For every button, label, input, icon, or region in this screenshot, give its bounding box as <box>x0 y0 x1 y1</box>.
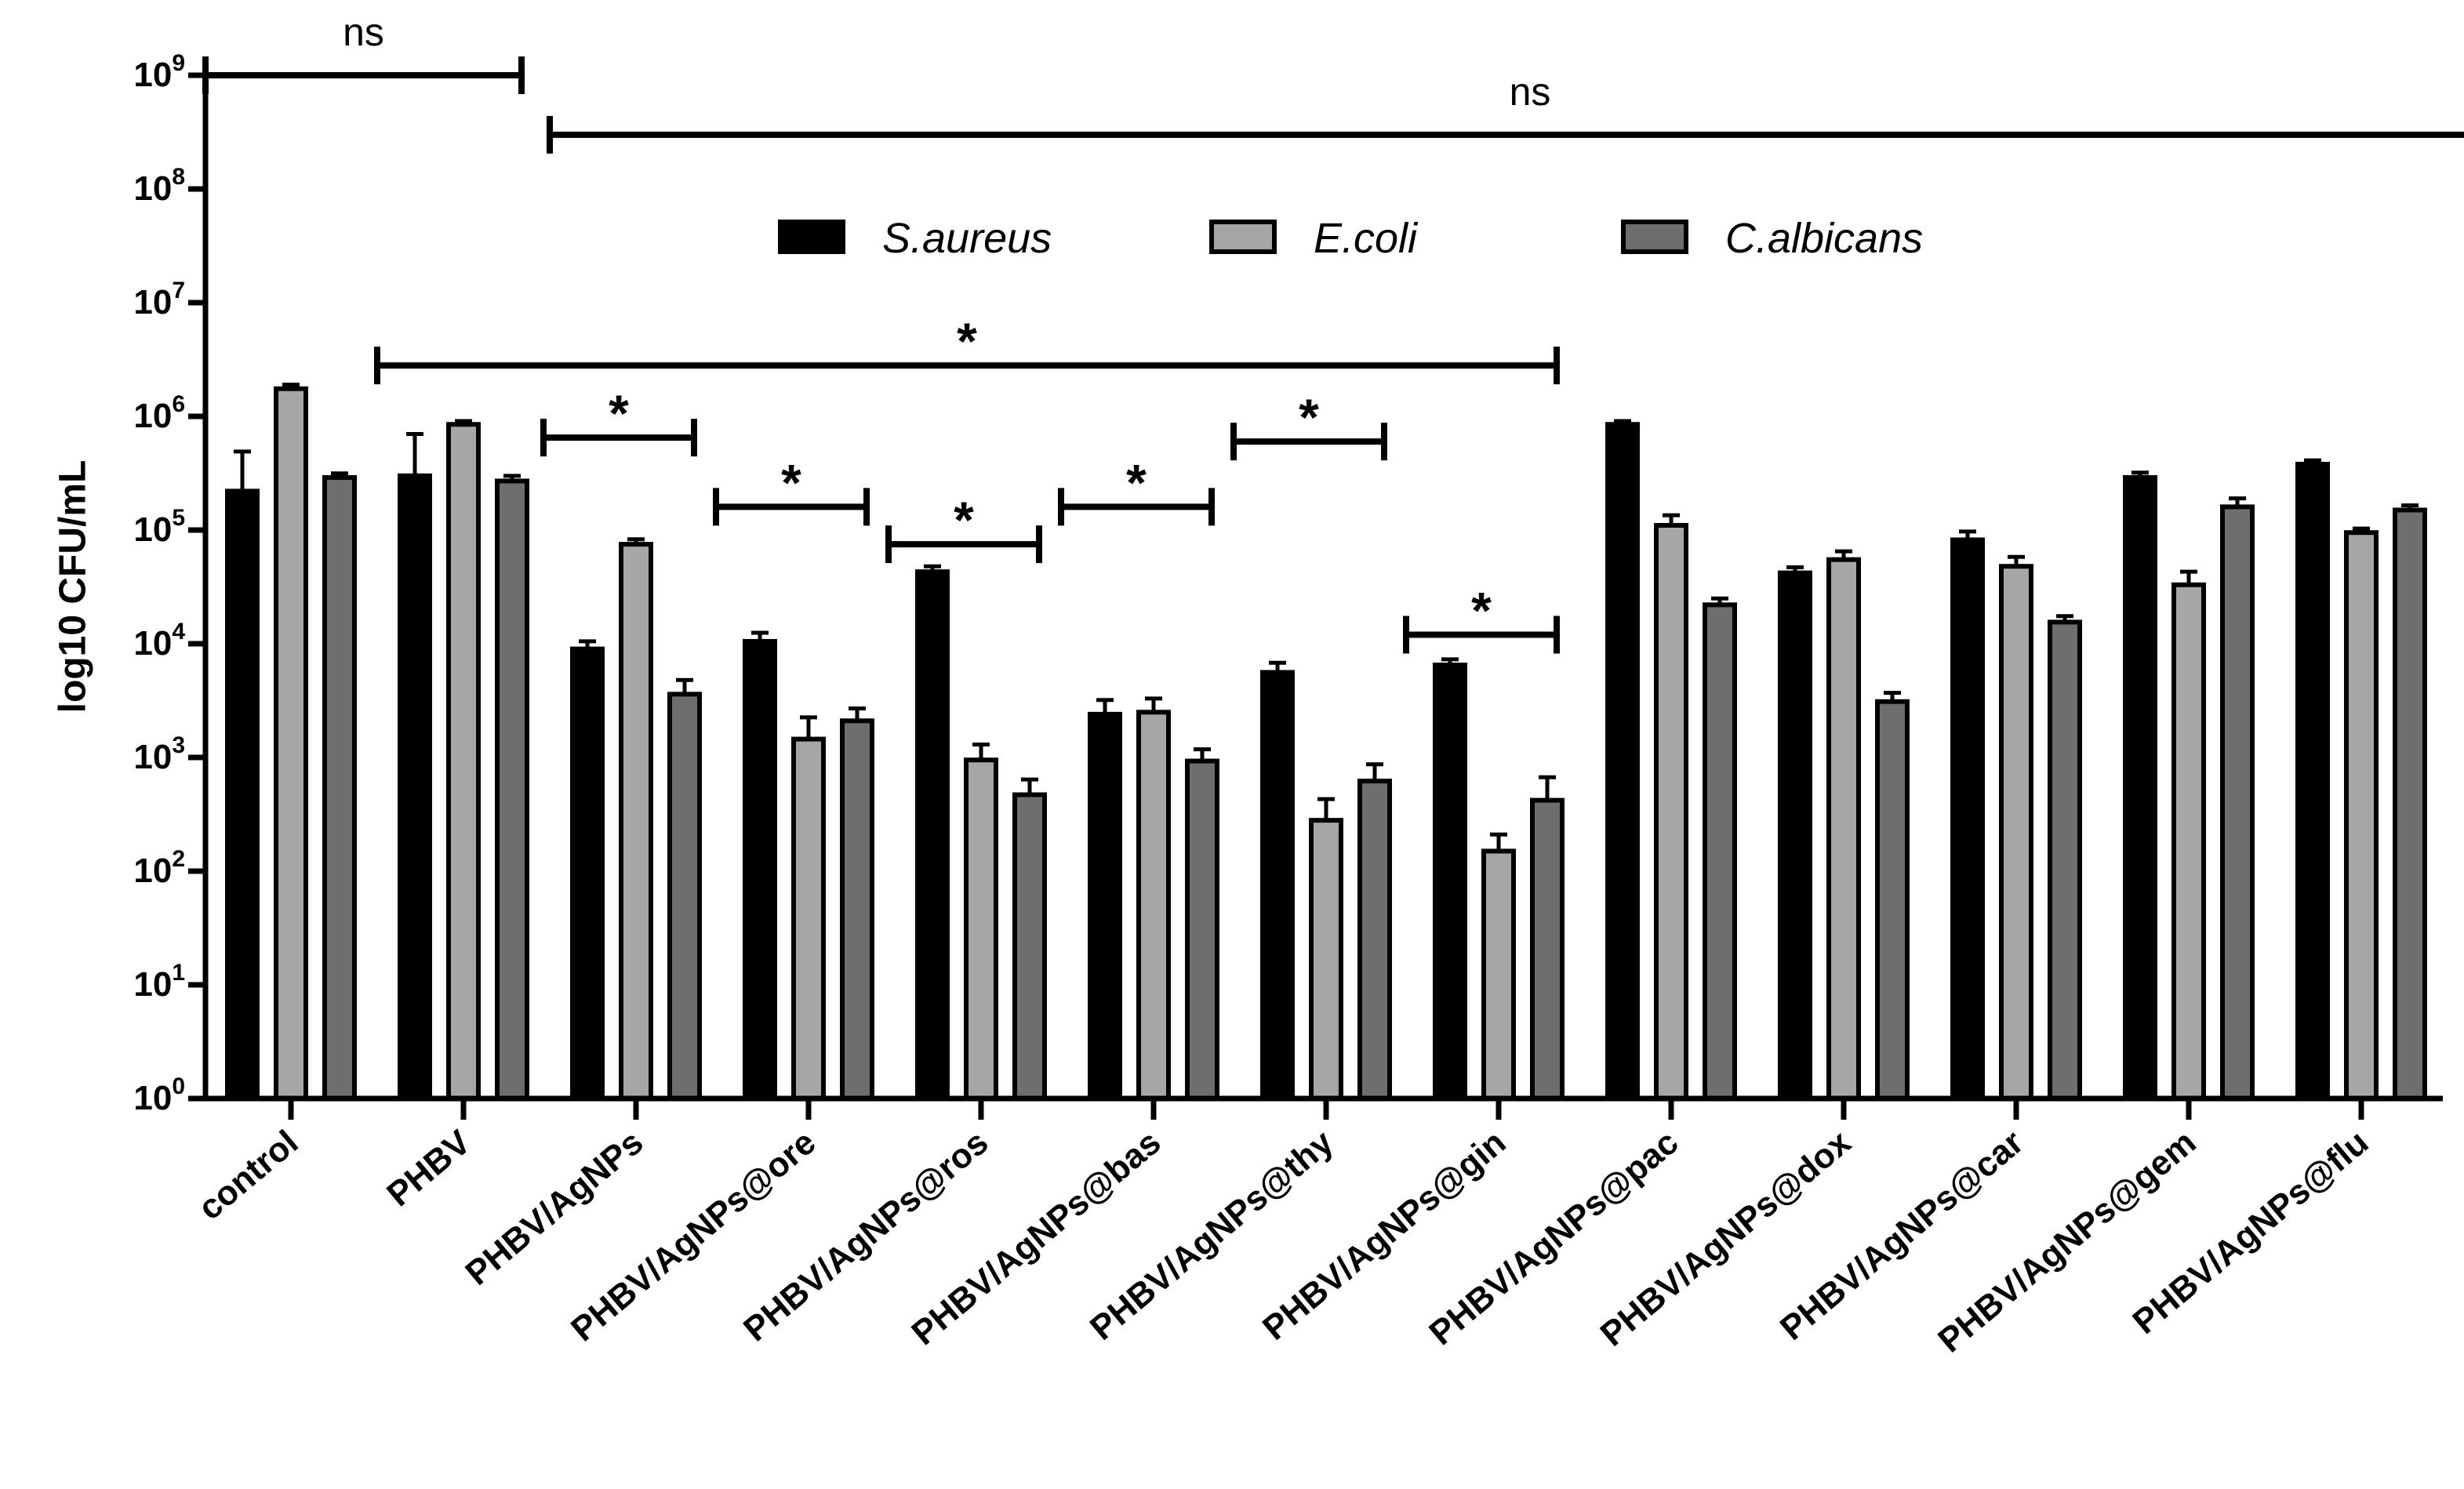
bar <box>964 757 998 1102</box>
legend-swatch <box>1209 220 1277 254</box>
legend-label: S.aureus <box>882 215 1052 262</box>
legend-swatch <box>778 220 845 254</box>
bar <box>225 488 260 1101</box>
x-tick-label: control <box>191 1123 306 1227</box>
significance-label: ns <box>1510 70 1551 114</box>
significance-label: * <box>957 312 977 370</box>
bar <box>1481 848 1516 1102</box>
bar <box>495 478 529 1101</box>
bar <box>1433 663 1467 1101</box>
significance-brackets: ns ns * * * * * * * <box>202 10 2464 654</box>
significance-label: * <box>609 384 629 442</box>
y-tick-label: 107 <box>133 278 185 321</box>
bar <box>1012 792 1047 1102</box>
significance-label: * <box>954 491 974 549</box>
bar <box>2295 461 2330 1101</box>
bar <box>2171 582 2206 1101</box>
significance-label: * <box>1471 582 1492 640</box>
bar <box>1260 670 1295 1101</box>
bar <box>2393 507 2427 1101</box>
y-tick-label: 105 <box>133 505 185 549</box>
bar <box>1309 818 1343 1102</box>
bar <box>2048 619 2082 1101</box>
bar <box>1357 779 1392 1101</box>
x-tick-label: PHBV <box>380 1123 478 1215</box>
bar <box>2220 504 2255 1101</box>
bar <box>1088 711 1122 1101</box>
bar <box>1999 564 2033 1101</box>
significance-label: * <box>1299 388 1319 446</box>
bar <box>398 473 432 1101</box>
bar <box>1826 557 1861 1101</box>
bar <box>667 692 702 1101</box>
axes <box>202 72 2443 1102</box>
bar <box>1778 570 1812 1101</box>
y-tick-label: 108 <box>133 164 185 208</box>
x-tick-labels: control PHBVPHBV/AgNPsPHBV/AgNPs@orePHBV/… <box>191 1099 2375 1360</box>
bar <box>2123 474 2157 1101</box>
bar <box>1530 797 1565 1101</box>
y-tick-label: 106 <box>133 391 185 435</box>
bar <box>570 646 605 1101</box>
bar <box>1605 422 1640 1101</box>
y-axis-label: log10 CFU/mL <box>53 460 94 714</box>
bar <box>2344 530 2379 1101</box>
bar <box>1950 537 1985 1101</box>
legend-label: E.coli <box>1314 215 1419 262</box>
bar <box>322 474 357 1101</box>
significance-label: * <box>781 453 801 511</box>
legend-swatch <box>1621 220 1688 254</box>
bar <box>743 638 777 1101</box>
bar <box>274 386 308 1102</box>
bars <box>225 383 2427 1102</box>
y-tick-label: 104 <box>133 619 185 663</box>
bar <box>1703 602 1737 1101</box>
bar <box>1875 699 1910 1101</box>
y-tick-label: 109 <box>133 50 185 94</box>
significance-label: * <box>1126 453 1147 511</box>
legend: S.aureus E.coli C.albicans <box>778 215 1923 262</box>
x-tick-label: PHBV/AgNPs <box>458 1123 650 1293</box>
y-tick-label: 102 <box>133 846 185 890</box>
bar <box>791 736 826 1101</box>
y-tick-label: 103 <box>133 732 185 776</box>
bar <box>446 422 481 1101</box>
bar <box>619 542 653 1101</box>
bar <box>840 718 874 1101</box>
bar <box>1654 522 1688 1101</box>
y-tick-label: 101 <box>133 960 185 1004</box>
bar <box>1136 710 1171 1101</box>
legend-label: C.albicans <box>1725 215 1923 262</box>
significance-label: ns <box>343 10 384 54</box>
y-tick-label: 100 <box>133 1073 185 1117</box>
bar <box>915 569 950 1101</box>
bar <box>1185 758 1219 1101</box>
y-ticks: 100 101 102 103 104 105 106 107 108 109 <box>133 50 205 1117</box>
